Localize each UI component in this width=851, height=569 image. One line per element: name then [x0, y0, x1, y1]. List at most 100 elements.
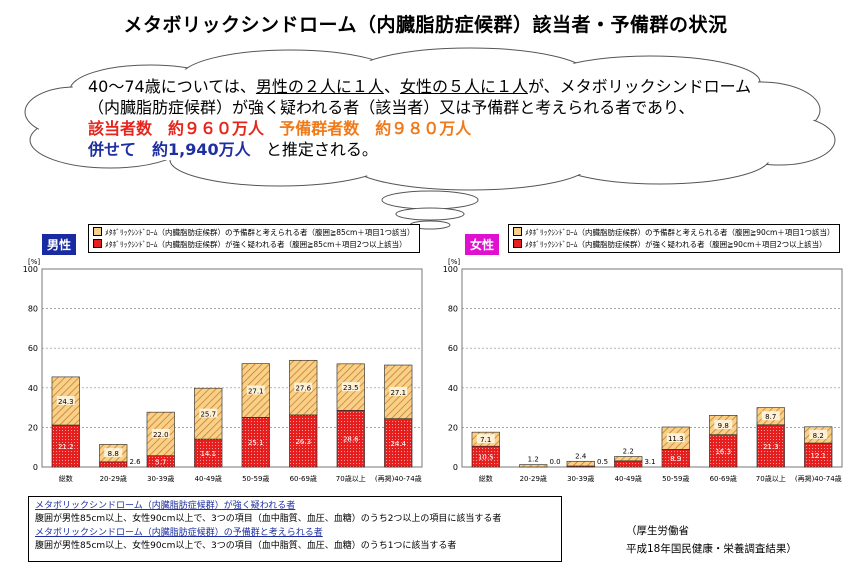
summary-conclusion: と推定される。: [265, 140, 378, 159]
y-tick-label: 100: [443, 265, 458, 274]
value-label-suspected: 26.3: [295, 438, 311, 446]
y-tick-label: 20: [448, 423, 458, 432]
definition-reserve-text: 腹囲が男性85cm以上、女性90cm以上で、3つの項目（血中脂質、血圧、血糖）の…: [35, 540, 457, 551]
value-label-suspected: 25.1: [248, 439, 264, 447]
plot-area: [41, 268, 423, 468]
x-tick-label: 20-29歳: [520, 474, 547, 483]
male-chart: [%] 0 20 40 60 80 100 21.2 24.3 総数 2.6 8.8 20-29歳 5.7…: [23, 258, 423, 483]
x-tick-label: 70歳以上: [756, 474, 786, 483]
value-label-reserve: 7.1: [480, 436, 491, 444]
y-tick-label: 0: [33, 463, 38, 472]
female-legend-reserve-label: ﾒﾀﾎﾞﾘｯｸｼﾝﾄﾞﾛｰﾑ（内臓脂肪症候群）の予備群と考えられる者（腹囲≧90…: [525, 228, 835, 237]
value-label-reserve: 25.7: [200, 411, 216, 419]
value-label-suspected: 8.9: [670, 455, 681, 463]
value-label-bg: [199, 408, 218, 418]
value-label-reserve: 27.1: [248, 387, 264, 395]
value-label-bg: [246, 385, 265, 395]
value-label-bg: [809, 429, 828, 439]
y-tick-label: 60: [448, 344, 458, 353]
bar-reserve: [614, 456, 643, 462]
value-label-bg: [476, 434, 495, 444]
summary-line1-post: が、メタボリックシンドローム: [527, 77, 752, 96]
y-tick-label: 60: [28, 344, 38, 353]
x-tick-label: 総数: [479, 474, 493, 483]
value-label-reserve: 27.6: [295, 385, 311, 393]
bar-suspected: [756, 424, 785, 468]
summary-text: 40～74歳については、男性の２人に１人、女性の５人に１人が、メタボリックシンド…: [88, 76, 788, 160]
reserve-swatch: [513, 227, 522, 236]
value-label-bg: [104, 448, 123, 458]
female-label: 女性: [465, 234, 500, 255]
bar-suspected: [709, 434, 738, 468]
suspected-swatch: [93, 239, 102, 248]
bar-suspected: [51, 424, 80, 468]
value-label-reserve: 11.3: [668, 435, 684, 443]
value-label-suspected: 12.1: [810, 452, 826, 460]
value-label-reserve: 8.8: [108, 450, 119, 458]
source-line1: （厚生労働省: [626, 525, 689, 537]
source-citation: （厚生労働省 平成18年国民健康・栄養調査結果）: [626, 522, 797, 558]
summary-line2: （内臓脂肪症候群）が強く疑われる者（該当者）又は予備群と考えられる者であり、: [88, 98, 695, 117]
female-legend-reserve: ﾒﾀﾎﾞﾘｯｸｼﾝﾄﾞﾛｰﾑ（内臓脂肪症候群）の予備群と考えられる者（腹囲≧90…: [513, 227, 835, 239]
x-tick-label: 60-69歳: [290, 474, 317, 483]
thought-cloud: [24, 47, 836, 230]
value-label-bg: [389, 386, 408, 396]
female-legend: ﾒﾀﾎﾞﾘｯｸｼﾝﾄﾞﾛｰﾑ（内臓脂肪症候群）の予備群と考えられる者（腹囲≧90…: [508, 224, 840, 253]
x-tick-label: 総数: [59, 474, 73, 483]
male-legend-suspected: ﾒﾀﾎﾞﾘｯｸｼﾝﾄﾞﾛｰﾑ（内臓脂肪症候群）が強く疑われる者（腹囲≧85cm＋…: [93, 239, 415, 251]
female-legend-suspected: ﾒﾀﾎﾞﾘｯｸｼﾝﾄﾞﾛｰﾑ（内臓脂肪症候群）が強く疑われる者（腹囲≧90cm＋…: [513, 239, 835, 251]
value-label-suspected: 21.3: [763, 443, 779, 451]
definition-suspected-heading: メタボリックシンドローム（内臓脂肪症候群）が強く疑われる者: [35, 501, 296, 511]
y-tick-label: 100: [23, 265, 38, 274]
male-legend-suspected-label: ﾒﾀﾎﾞﾘｯｸｼﾝﾄﾞﾛｰﾑ（内臓脂肪症候群）が強く疑われる者（腹囲≧85cm＋…: [105, 240, 407, 249]
summary-suspected-count: 該当者数 約９６０万人: [88, 119, 265, 138]
value-label-reserve: 8.7: [765, 413, 776, 421]
female-chart: [%] 0 20 40 60 80 100 10.5 7.1 総数 0.0 1.2 20-29歳 0.5 2…: [443, 258, 843, 483]
bar-suspected: [384, 418, 413, 468]
female-legend-suspected-label: ﾒﾀﾎﾞﾘｯｸｼﾝﾄﾞﾛｰﾑ（内臓脂肪症候群）が強く疑われる者（腹囲≧90cm＋…: [525, 240, 827, 249]
value-label-bg: [151, 428, 170, 438]
value-label-reserve: 22.0: [153, 431, 169, 439]
bar-reserve: [519, 464, 548, 468]
definition-suspected-text: 腹囲が男性85cm以上、女性90cm以上で、3つの項目（血中脂質、血圧、血糖）の…: [35, 513, 502, 524]
value-label-reserve: 2.2: [623, 448, 634, 456]
value-label-suspected: 24.4: [390, 440, 406, 448]
x-tick-label: 50-59歳: [662, 474, 689, 483]
value-label-reserve: 27.1: [390, 389, 406, 397]
value-label-reserve: 9.8: [718, 422, 729, 430]
value-label-bg: [761, 411, 780, 421]
bar-reserve: [566, 460, 595, 467]
bar-suspected: [194, 438, 223, 468]
value-label-suspected: 14.1: [200, 450, 216, 458]
y-axis-label: [%]: [28, 258, 40, 266]
value-label-suspected: 3.1: [644, 458, 655, 466]
bar-reserve: [194, 387, 223, 440]
value-label-bg: [666, 433, 685, 443]
x-tick-label: 20-29歳: [100, 474, 127, 483]
value-label-suspected: 0.5: [597, 458, 608, 466]
definition-reserve-heading: メタボリックシンドローム（内臓脂肪症候群）の予備群と考えられる者: [35, 528, 323, 538]
x-tick-label: (再掲)40-74歳: [795, 474, 842, 483]
value-label-reserve: 1.2: [528, 456, 539, 464]
summary-line1-mid: 、: [383, 77, 400, 96]
y-tick-label: 80: [28, 305, 38, 314]
bar-suspected: [289, 414, 318, 468]
y-tick-label: 40: [28, 384, 38, 393]
page-title: メタボリックシンドローム（内臓脂肪症候群）該当者・予備群の状況: [123, 14, 728, 36]
male-label: 男性: [42, 234, 77, 255]
definitions-box: メタボリックシンドローム（内臓脂肪症候群）が強く疑われる者 腹囲が男性85cm以…: [28, 496, 562, 562]
y-tick-label: 80: [448, 305, 458, 314]
x-tick-label: 40-49歳: [195, 474, 222, 483]
bar-suspected: [614, 460, 643, 468]
value-label-bg: [56, 395, 75, 405]
value-label-reserve: 2.4: [575, 452, 587, 460]
value-label-suspected: 0.0: [549, 458, 560, 466]
x-tick-label: 60-69歳: [710, 474, 737, 483]
y-tick-label: 40: [448, 384, 458, 393]
value-label-reserve: 23.5: [343, 384, 359, 392]
x-tick-label: (再掲)40-74歳: [375, 474, 422, 483]
value-label-suspected: 5.7: [155, 458, 166, 466]
value-label-reserve: 24.3: [58, 398, 74, 406]
value-label-bg: [714, 420, 733, 430]
y-tick-label: 0: [453, 463, 458, 472]
